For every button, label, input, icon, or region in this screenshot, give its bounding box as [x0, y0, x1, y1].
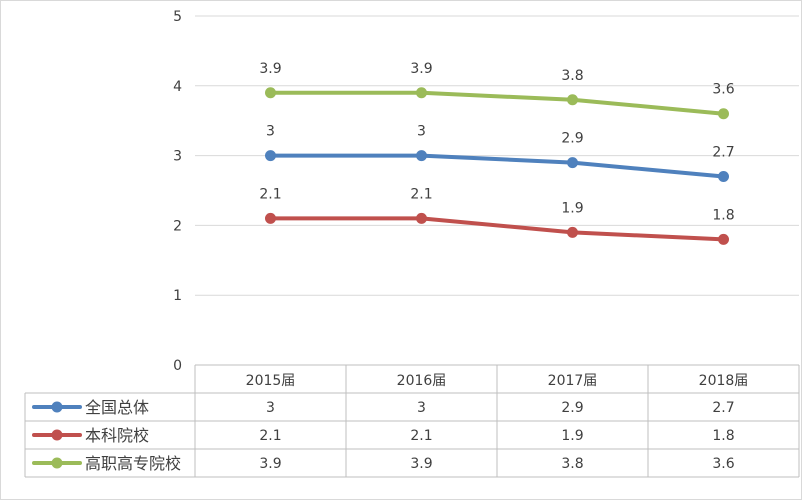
data-point — [718, 171, 729, 183]
legend-series-name: 本科院校 — [85, 426, 149, 445]
table-cell-value: 3.6 — [712, 456, 734, 472]
data-label: 3 — [417, 124, 426, 140]
y-tick-label: 1 — [173, 288, 182, 304]
series-line — [268, 90, 726, 116]
table-cell-value: 2.1 — [410, 428, 432, 444]
y-tick-label: 2 — [173, 218, 182, 234]
data-point — [718, 233, 729, 245]
table-cell-value: 2.9 — [561, 400, 583, 416]
data-point — [567, 94, 578, 106]
data-label: 3.8 — [561, 68, 583, 84]
x-category-label: 2018届 — [699, 373, 749, 389]
data-point — [718, 108, 729, 120]
legend-series-name: 全国总体 — [85, 398, 149, 417]
data-point — [265, 87, 276, 99]
data-label: 2.1 — [259, 186, 281, 202]
table-cell-value: 1.9 — [561, 428, 583, 444]
table-cell-value: 2.1 — [259, 428, 281, 444]
data-label: 3.9 — [410, 61, 432, 77]
data-label: 1.8 — [712, 207, 734, 223]
series-line — [268, 216, 726, 242]
table-cell-value: 3.9 — [410, 456, 432, 472]
y-tick-label: 5 — [173, 9, 182, 25]
legend-key-marker — [51, 401, 63, 413]
data-point — [416, 212, 427, 224]
data-label: 2.9 — [561, 131, 583, 147]
series-group: 3 3 2.9 2.7 2.1 2.1 1.9 1.8 3.9 3.9 3.8 3.6 — [259, 61, 735, 245]
data-label: 3 — [266, 124, 275, 140]
y-tick-label: 4 — [173, 79, 182, 95]
table-cell-value: 1.8 — [712, 428, 734, 444]
table-cell-value: 3 — [417, 400, 426, 416]
data-point — [416, 87, 427, 99]
table-cell-value: 3.8 — [561, 456, 583, 472]
series-line — [268, 153, 726, 179]
data-label: 3.6 — [712, 82, 734, 98]
data-point — [265, 212, 276, 224]
y-axis-ticks: 0 1 2 3 4 5 — [173, 9, 182, 374]
legend-series-name: 高职高专院校 — [85, 454, 181, 473]
data-label: 2.7 — [712, 145, 734, 161]
table-cell-value: 3 — [266, 400, 275, 416]
y-tick-label: 0 — [173, 358, 182, 374]
data-point — [567, 226, 578, 238]
data-point — [265, 150, 276, 162]
table-cell-value: 2.7 — [712, 400, 734, 416]
data-label: 2.1 — [410, 186, 432, 202]
legend-key-marker — [51, 429, 63, 441]
x-category-label: 2015届 — [246, 373, 296, 389]
table-cell-value: 3.9 — [259, 456, 281, 472]
x-category-label: 2017届 — [548, 373, 598, 389]
legend-key-marker — [51, 457, 63, 469]
data-label: 3.9 — [259, 61, 281, 77]
y-tick-label: 3 — [173, 149, 182, 165]
data-point — [567, 157, 578, 169]
data-label: 1.9 — [561, 200, 583, 216]
x-category-label: 2016届 — [397, 373, 447, 389]
data-point — [416, 150, 427, 162]
